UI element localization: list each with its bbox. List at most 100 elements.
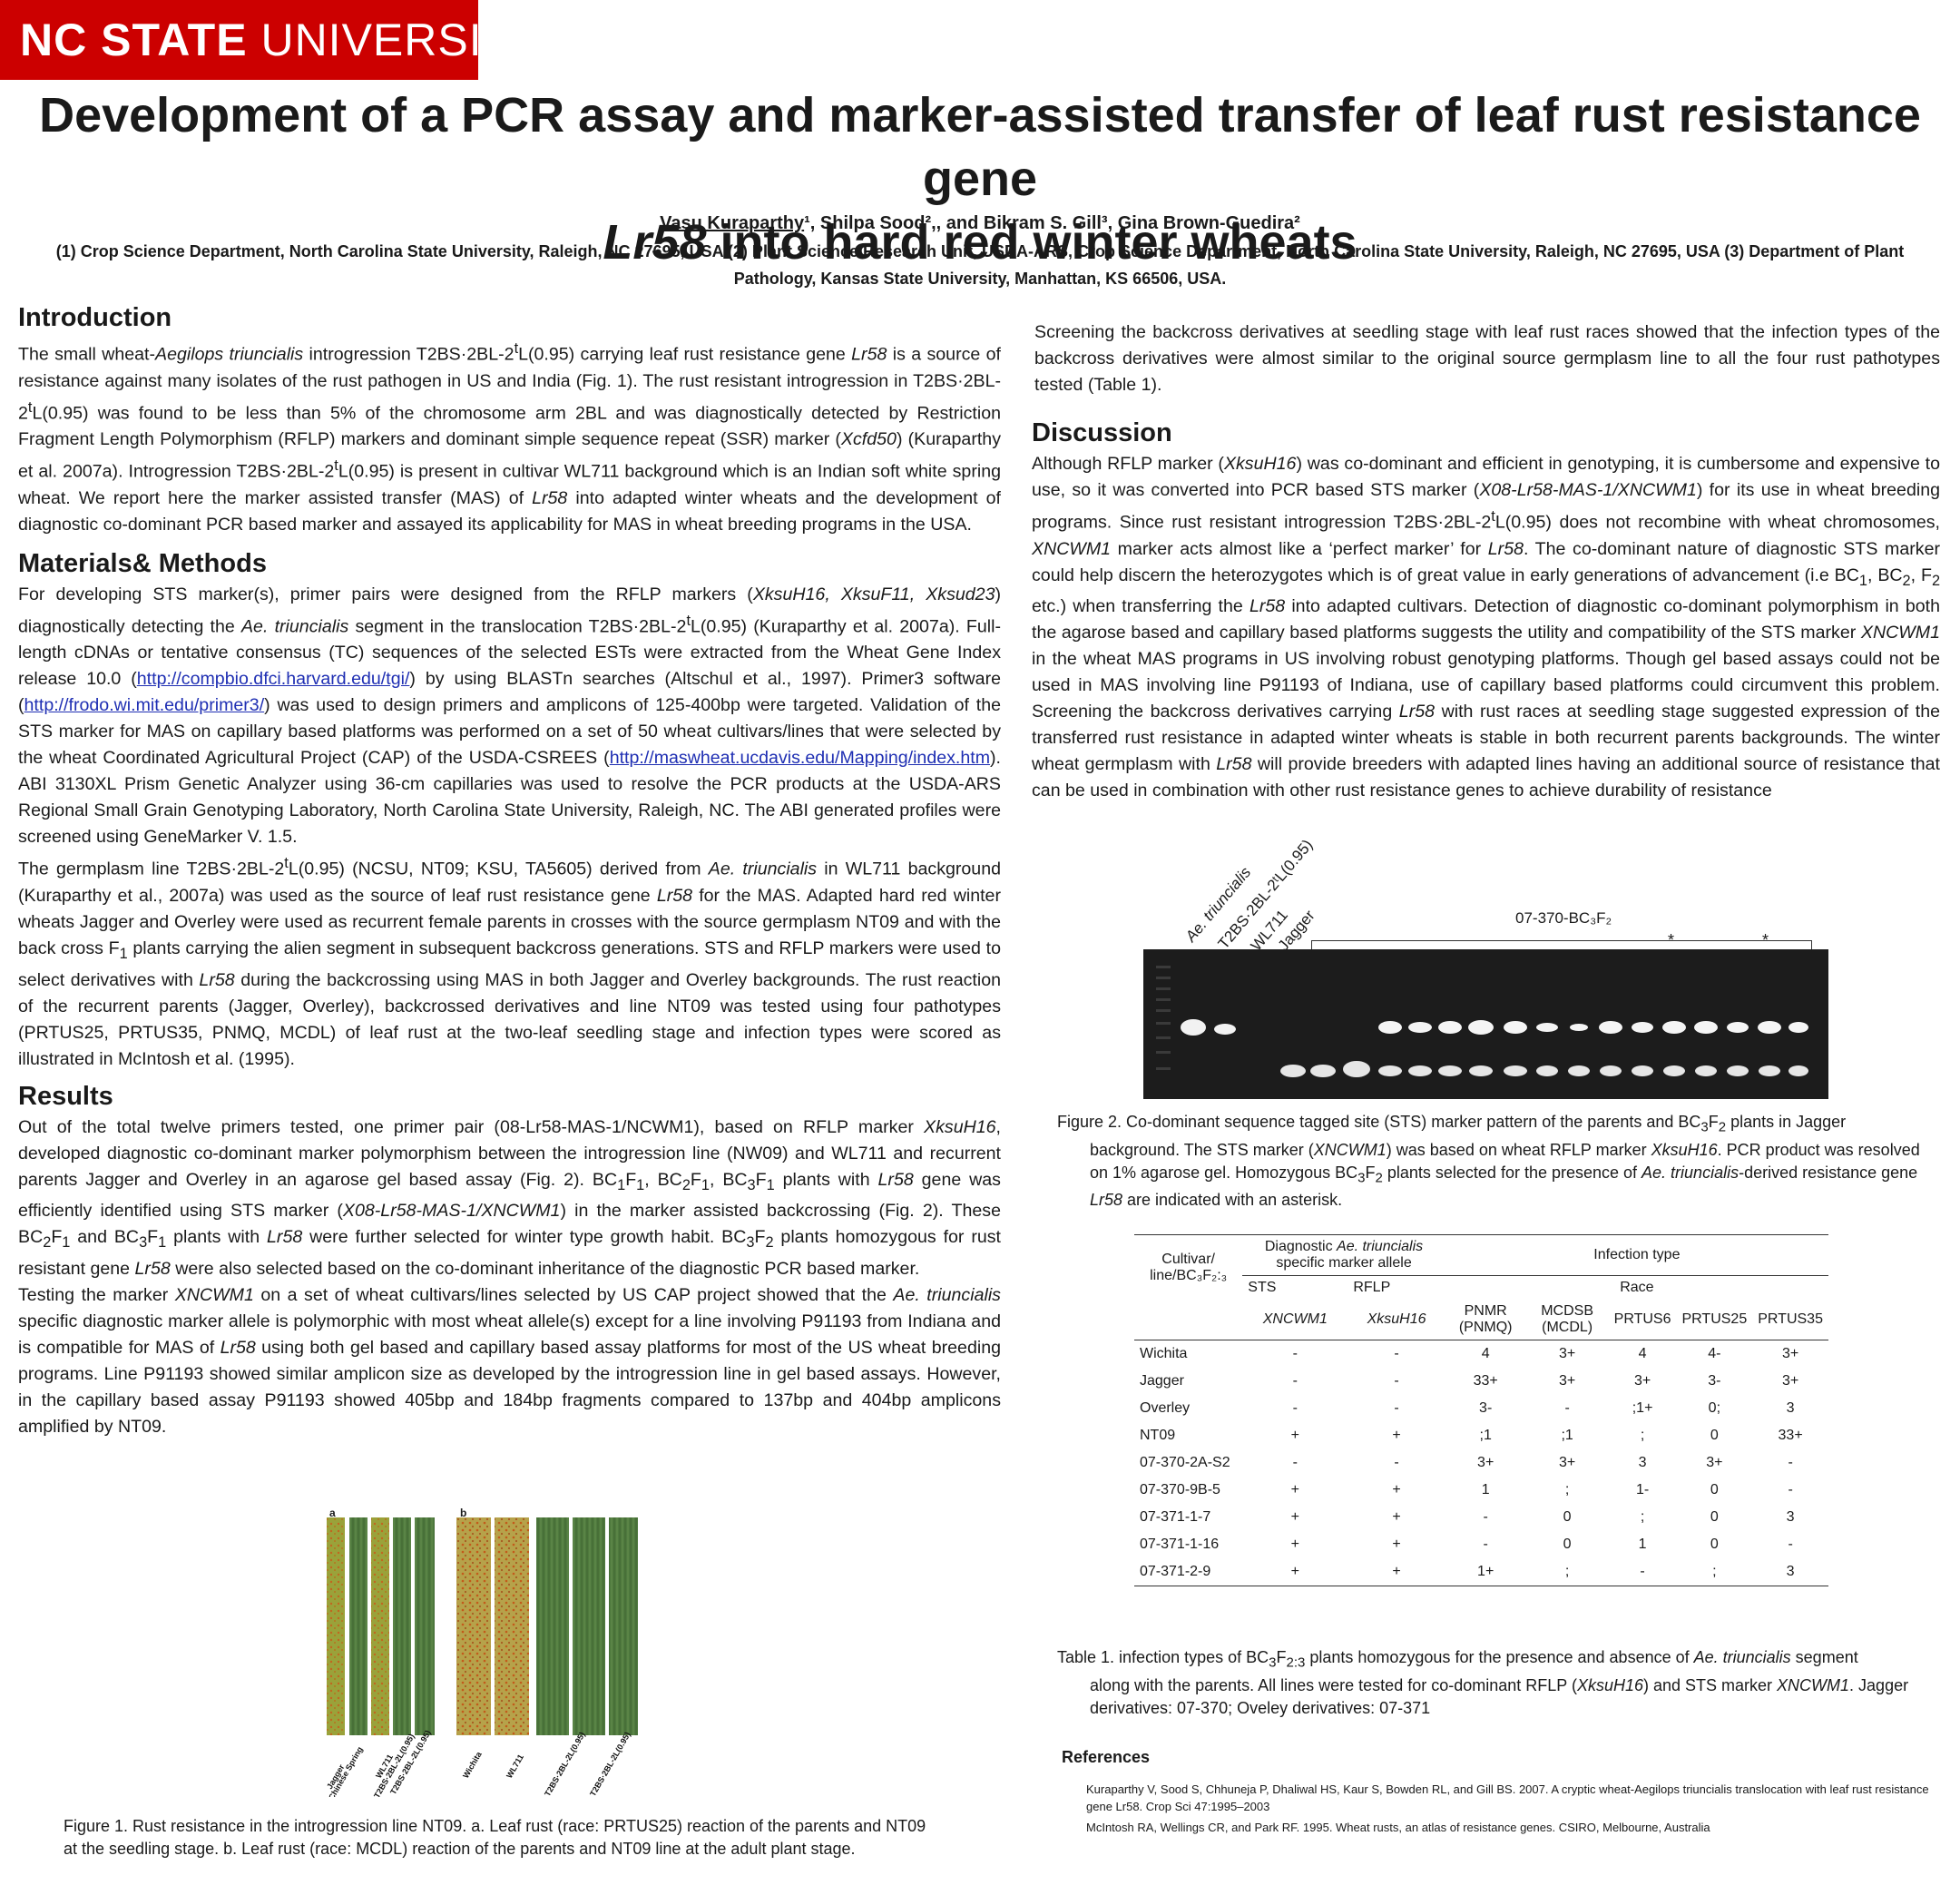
table-cell-value: - <box>1788 1482 1793 1497</box>
table-cell-value: - <box>1483 1537 1488 1552</box>
table-row: 07-370-2A-S2 - - 3+ 3+ 3 3+ - <box>1134 1449 1828 1477</box>
th-col: XNCWM1 <box>1242 1300 1348 1340</box>
table-cell-value: - <box>1292 1346 1298 1361</box>
methods-heading: Materials& Methods <box>18 548 267 578</box>
table-cell-value: ; <box>1640 1509 1645 1525</box>
table-cell-line: Wichita <box>1140 1346 1188 1361</box>
th-col: PRTUS35 <box>1752 1300 1828 1340</box>
panel-a-leaves <box>327 1517 435 1735</box>
table-cell-value: ; <box>1640 1428 1645 1443</box>
table-cell-value: 1+ <box>1445 1558 1526 1586</box>
table-cell-value: 4- <box>1708 1346 1721 1361</box>
table-cell-value: 3 <box>1786 1400 1795 1416</box>
table-cell-value: 33+ <box>1473 1373 1498 1389</box>
table-cell-value: ;1 <box>1561 1428 1573 1443</box>
table-cell-value: 3- <box>1708 1373 1721 1389</box>
table-body: Wichita - -4 3+ 4 4- 3+ Jagger - -33+ 3+ 3+ 3- 3+ Over… <box>1134 1340 1828 1586</box>
th-col: MCDSB (MCDL) <box>1525 1300 1609 1340</box>
table-cell-line: 07-370-9B-5 <box>1140 1482 1220 1497</box>
gel-asterisk-2: * <box>1762 931 1769 949</box>
introduction-text: The small wheat-Aegilops triuncialis int… <box>18 340 1001 535</box>
table-cell-value: ; <box>1564 1482 1570 1497</box>
th-sts: STS <box>1242 1275 1348 1300</box>
table-cell-line: Overley <box>1140 1400 1191 1416</box>
table-cell-line: 07-371-1-7 <box>1140 1509 1211 1525</box>
table-cell-value: + <box>1392 1482 1401 1497</box>
table-cell-value: 1 <box>1638 1537 1647 1552</box>
table-cell-value: ;1+ <box>1632 1400 1653 1416</box>
table-cell-value: 0 <box>1710 1509 1719 1525</box>
table-1: Cultivar/ line/BC₃F₂:₃ Diagnostic Ae. tr… <box>1134 1234 1828 1586</box>
table-cell-value: + <box>1392 1428 1401 1443</box>
table-cell-value: - <box>1292 1400 1298 1416</box>
table-cell-value: 0 <box>1563 1509 1572 1525</box>
table-cell-value: 3+ <box>1781 1346 1799 1361</box>
methods-text-1: For developing STS marker(s), primer pai… <box>18 584 1001 848</box>
table-row: Wichita - - 4 3+ 4 4- 3+ <box>1134 1340 1828 1369</box>
table-cell-value: 3+ <box>1706 1455 1723 1470</box>
table-cell-value: 0 <box>1563 1537 1572 1552</box>
reference-1: Kuraparthy V, Sood S, Chhuneja P, Dhaliw… <box>1086 1782 1929 1813</box>
reference-2: McIntosh RA, Wellings CR, and Park RF. 1… <box>1086 1821 1710 1834</box>
table-cell-value: 3+ <box>1781 1373 1799 1389</box>
table-cell-value: + <box>1392 1537 1401 1552</box>
table-cell-line: Jagger <box>1140 1373 1184 1389</box>
th-cultivar: Cultivar/ line/BC₃F₂:₃ <box>1134 1234 1243 1300</box>
table-cell-value: + <box>1290 1428 1299 1443</box>
table-cell-value: - <box>1292 1455 1298 1470</box>
table-cell-value: 4 <box>1638 1346 1647 1361</box>
title-line-2: Lr58 into hard red winter wheats <box>603 215 1357 270</box>
table-cell-value: - <box>1788 1455 1793 1470</box>
th-race: Race <box>1445 1275 1828 1300</box>
tgi-link[interactable]: http://compbio.dfci.harvard.edu/tgi/ <box>136 669 410 690</box>
table-cell-value: ;1 <box>1479 1428 1492 1443</box>
th-col: PRTUS25 <box>1676 1300 1753 1340</box>
table-cell-value: 0 <box>1710 1537 1719 1552</box>
table-cell-value: + <box>1392 1509 1401 1525</box>
table-row: 07-371-1-7 + + - 0; 0 3 <box>1134 1504 1828 1531</box>
figure-1-caption: Figure 1. Rust resistance in the introgr… <box>64 1817 926 1858</box>
results-text-3: Screening the backcross derivatives at s… <box>1034 322 1940 395</box>
table-cell-value: 3 <box>1786 1509 1795 1525</box>
methods-text-2: The germplasm line T2BS·2BL-2tL(0.95) (N… <box>18 855 1001 1069</box>
university-logo: NC STATE UNIVERSITY <box>0 0 542 80</box>
logo-text: NC STATE UNIVERSITY <box>20 15 543 65</box>
figure-2-caption: Figure 2. Co-dominant sequence tagged si… <box>1057 1113 1920 1210</box>
table-row: 07-371-2-9 + +1+; -; 3 <box>1134 1558 1828 1586</box>
table-row: Jagger - - 33+ 3+ 3+ 3- 3+ <box>1134 1368 1828 1395</box>
table-cell-value: 3- <box>1479 1400 1493 1416</box>
table-cell-value: + <box>1242 1558 1348 1586</box>
discussion-text: Although RFLP marker (XksuH16) was co-do… <box>1032 454 1941 801</box>
introduction-heading: Introduction <box>18 303 172 332</box>
figure-2-gel-image <box>1143 949 1828 1099</box>
primer3-link[interactable]: http://frodo.wi.mit.edu/primer3/ <box>24 695 265 716</box>
table-cell-value: 33+ <box>1778 1428 1803 1443</box>
table-cell-value: 3 <box>1638 1455 1647 1470</box>
gel-group-label: 07-370-BC₃F₂ <box>1515 909 1612 927</box>
th-col: PNMR (PNMQ) <box>1445 1300 1526 1340</box>
table-cell-value: 1 <box>1481 1482 1490 1497</box>
left-column: Introduction The small wheat-Aegilops tr… <box>18 299 1001 1440</box>
table-cell-value: 3+ <box>1558 1455 1576 1470</box>
title-line-1: Development of a PCR assay and marker-as… <box>39 88 1921 206</box>
table-cell-value: 3+ <box>1477 1455 1494 1470</box>
table-cell-value: 3+ <box>1633 1373 1651 1389</box>
table-cell-value: + <box>1290 1537 1299 1552</box>
table-cell-value: + <box>1290 1509 1299 1525</box>
table-cell-line: NT09 <box>1140 1428 1176 1443</box>
results-text-2: Testing the marker XNCWM1 on a set of wh… <box>18 1285 1002 1438</box>
affiliations: (1) Crop Science Department, North Carol… <box>55 242 1905 288</box>
table-row: 07-370-9B-5 + +1; 1- 0 - <box>1134 1477 1828 1504</box>
table-cell-value: - <box>1292 1373 1298 1389</box>
gel-asterisk-1: * <box>1668 931 1675 949</box>
table-row: NT09 + + ;1 ;1; 0 33+ <box>1134 1422 1828 1449</box>
table-cell-value: 0; <box>1708 1400 1721 1416</box>
table-cell-value: 0 <box>1710 1428 1719 1443</box>
table-cell-value: - <box>1394 1400 1399 1416</box>
fig1-panel-a-label: a <box>329 1507 336 1519</box>
table-cell-value: 1- <box>1635 1482 1650 1497</box>
table-cell-value: 3 <box>1752 1558 1828 1586</box>
maswheat-link[interactable]: http://maswheat.ucdavis.edu/Mapping/inde… <box>609 748 991 769</box>
figure-1-leaf-photos: Jagger Chinese Spring WL711 T2BS·2BL-2L(… <box>322 1507 681 1797</box>
table-cell-value: ; <box>1676 1558 1753 1586</box>
